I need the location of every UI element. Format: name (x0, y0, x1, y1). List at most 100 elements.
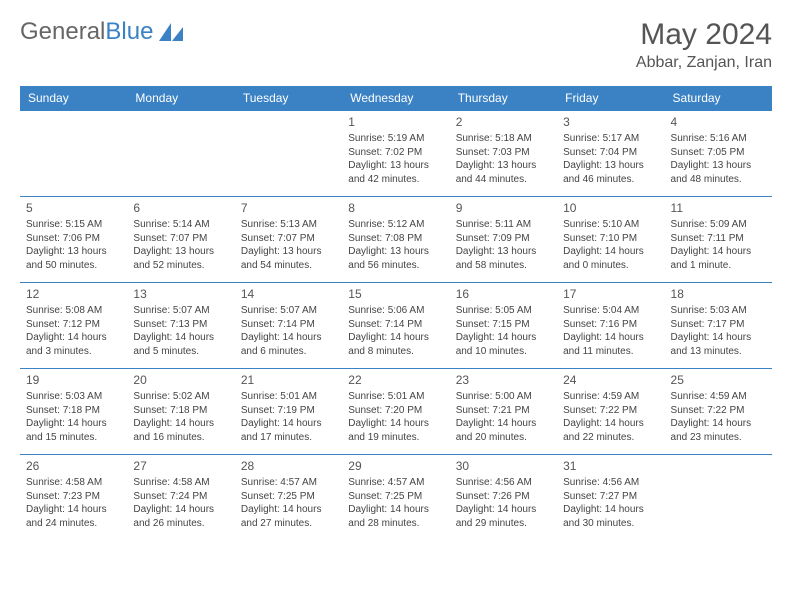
sunrise-text: Sunrise: 4:58 AM (133, 476, 228, 490)
daylight-text: Daylight: 13 hours and 58 minutes. (456, 245, 551, 272)
calendar-day-cell: 26Sunrise: 4:58 AMSunset: 7:23 PMDayligh… (20, 455, 127, 541)
day-number: 13 (133, 286, 228, 302)
calendar-day-cell: 13Sunrise: 5:07 AMSunset: 7:13 PMDayligh… (127, 283, 234, 369)
logo-sail-icon (157, 21, 185, 43)
sunrise-text: Sunrise: 4:57 AM (348, 476, 443, 490)
calendar-table: SundayMondayTuesdayWednesdayThursdayFrid… (20, 86, 772, 541)
title-block: May 2024 Abbar, Zanjan, Iran (636, 18, 772, 72)
daylight-text: Daylight: 14 hours and 29 minutes. (456, 503, 551, 530)
day-number: 5 (26, 200, 121, 216)
day-number: 17 (563, 286, 658, 302)
daylight-text: Daylight: 13 hours and 42 minutes. (348, 159, 443, 186)
sunset-text: Sunset: 7:07 PM (133, 232, 228, 246)
sunset-text: Sunset: 7:27 PM (563, 490, 658, 504)
daylight-text: Daylight: 14 hours and 28 minutes. (348, 503, 443, 530)
calendar-day-cell: 18Sunrise: 5:03 AMSunset: 7:17 PMDayligh… (665, 283, 772, 369)
sunset-text: Sunset: 7:13 PM (133, 318, 228, 332)
day-number: 4 (671, 114, 766, 130)
calendar-day-cell: 31Sunrise: 4:56 AMSunset: 7:27 PMDayligh… (557, 455, 664, 541)
column-header: Monday (127, 86, 234, 111)
sunset-text: Sunset: 7:05 PM (671, 146, 766, 160)
daylight-text: Daylight: 14 hours and 15 minutes. (26, 417, 121, 444)
sunrise-text: Sunrise: 5:09 AM (671, 218, 766, 232)
calendar-day-cell: 1Sunrise: 5:19 AMSunset: 7:02 PMDaylight… (342, 111, 449, 197)
calendar-day-cell: 15Sunrise: 5:06 AMSunset: 7:14 PMDayligh… (342, 283, 449, 369)
sunrise-text: Sunrise: 5:02 AM (133, 390, 228, 404)
daylight-text: Daylight: 14 hours and 19 minutes. (348, 417, 443, 444)
sunset-text: Sunset: 7:06 PM (26, 232, 121, 246)
sunset-text: Sunset: 7:04 PM (563, 146, 658, 160)
sunset-text: Sunset: 7:14 PM (348, 318, 443, 332)
daylight-text: Daylight: 14 hours and 11 minutes. (563, 331, 658, 358)
daylight-text: Daylight: 14 hours and 5 minutes. (133, 331, 228, 358)
calendar-day-cell (20, 111, 127, 197)
calendar-day-cell: 20 Sunrise: 5:02 AMSunset: 7:18 PMDayligh… (127, 369, 234, 455)
sunrise-text: Sunrise: 5:07 AM (241, 304, 336, 318)
sunset-text: Sunset: 7:20 PM (348, 404, 443, 418)
sunset-text: Sunset: 7:10 PM (563, 232, 658, 246)
daylight-text: Daylight: 14 hours and 13 minutes. (671, 331, 766, 358)
sunset-text: Sunset: 7:07 PM (241, 232, 336, 246)
sunset-text: Sunset: 7:22 PM (563, 404, 658, 418)
sunrise-text: Sunrise: 5:11 AM (456, 218, 551, 232)
sunrise-text: Sunrise: 4:57 AM (241, 476, 336, 490)
sunrise-text: Sunrise: 4:59 AM (563, 390, 658, 404)
calendar-day-cell: 9Sunrise: 5:11 AMSunset: 7:09 PMDaylight… (450, 197, 557, 283)
header: GeneralBlue May 2024 Abbar, Zanjan, Iran (20, 18, 772, 72)
calendar-day-cell: 2Sunrise: 5:18 AMSunset: 7:03 PMDaylight… (450, 111, 557, 197)
sunset-text: Sunset: 7:23 PM (26, 490, 121, 504)
daylight-text: Daylight: 13 hours and 46 minutes. (563, 159, 658, 186)
day-number: 21 (241, 372, 336, 388)
sunrise-text: Sunrise: 5:15 AM (26, 218, 121, 232)
sunrise-text: Sunrise: 5:17 AM (563, 132, 658, 146)
day-number: 8 (348, 200, 443, 216)
day-number: 27 (133, 458, 228, 474)
logo: GeneralBlue (20, 18, 185, 46)
calendar-day-cell (127, 111, 234, 197)
day-number: 20 (133, 372, 228, 388)
calendar-day-cell: 5Sunrise: 5:15 AMSunset: 7:06 PMDaylight… (20, 197, 127, 283)
daylight-text: Daylight: 14 hours and 23 minutes. (671, 417, 766, 444)
daylight-text: Daylight: 14 hours and 26 minutes. (133, 503, 228, 530)
sunrise-text: Sunrise: 5:14 AM (133, 218, 228, 232)
location: Abbar, Zanjan, Iran (636, 54, 772, 72)
day-number: 28 (241, 458, 336, 474)
month-title: May 2024 (636, 18, 772, 52)
calendar-day-cell (665, 455, 772, 541)
day-number: 31 (563, 458, 658, 474)
calendar-day-cell: 25Sunrise: 4:59 AMSunset: 7:22 PMDayligh… (665, 369, 772, 455)
sunrise-text: Sunrise: 4:56 AM (456, 476, 551, 490)
calendar-day-cell (235, 111, 342, 197)
sunset-text: Sunset: 7:18 PM (133, 404, 228, 418)
sunrise-text: Sunrise: 5:10 AM (563, 218, 658, 232)
day-number: 16 (456, 286, 551, 302)
daylight-text: Daylight: 13 hours and 48 minutes. (671, 159, 766, 186)
sunset-text: Sunset: 7:19 PM (241, 404, 336, 418)
day-number: 19 (26, 372, 121, 388)
day-number: 25 (671, 372, 766, 388)
sunset-text: Sunset: 7:21 PM (456, 404, 551, 418)
sunrise-text: Sunrise: 5:08 AM (26, 304, 121, 318)
calendar-day-cell: 22Sunrise: 5:01 AMSunset: 7:20 PMDayligh… (342, 369, 449, 455)
daylight-text: Daylight: 14 hours and 22 minutes. (563, 417, 658, 444)
sunset-text: Sunset: 7:08 PM (348, 232, 443, 246)
sunrise-text: Sunrise: 4:58 AM (26, 476, 121, 490)
sunset-text: Sunset: 7:25 PM (348, 490, 443, 504)
daylight-text: Daylight: 13 hours and 54 minutes. (241, 245, 336, 272)
sunrise-text: Sunrise: 5:04 AM (563, 304, 658, 318)
calendar-day-cell: 17Sunrise: 5:04 AMSunset: 7:16 PMDayligh… (557, 283, 664, 369)
calendar-day-cell: 6Sunrise: 5:14 AMSunset: 7:07 PMDaylight… (127, 197, 234, 283)
sunrise-text: Sunrise: 5:16 AM (671, 132, 766, 146)
daylight-text: Daylight: 14 hours and 17 minutes. (241, 417, 336, 444)
sunset-text: Sunset: 7:25 PM (241, 490, 336, 504)
sunset-text: Sunset: 7:11 PM (671, 232, 766, 246)
daylight-text: Daylight: 14 hours and 8 minutes. (348, 331, 443, 358)
column-header: Tuesday (235, 86, 342, 111)
daylight-text: Daylight: 14 hours and 6 minutes. (241, 331, 336, 358)
day-number: 29 (348, 458, 443, 474)
column-header: Saturday (665, 86, 772, 111)
daylight-text: Daylight: 13 hours and 44 minutes. (456, 159, 551, 186)
calendar-week-row: 19Sunrise: 5:03 AMSunset: 7:18 PMDayligh… (20, 369, 772, 455)
column-header: Sunday (20, 86, 127, 111)
daylight-text: Daylight: 14 hours and 16 minutes. (133, 417, 228, 444)
